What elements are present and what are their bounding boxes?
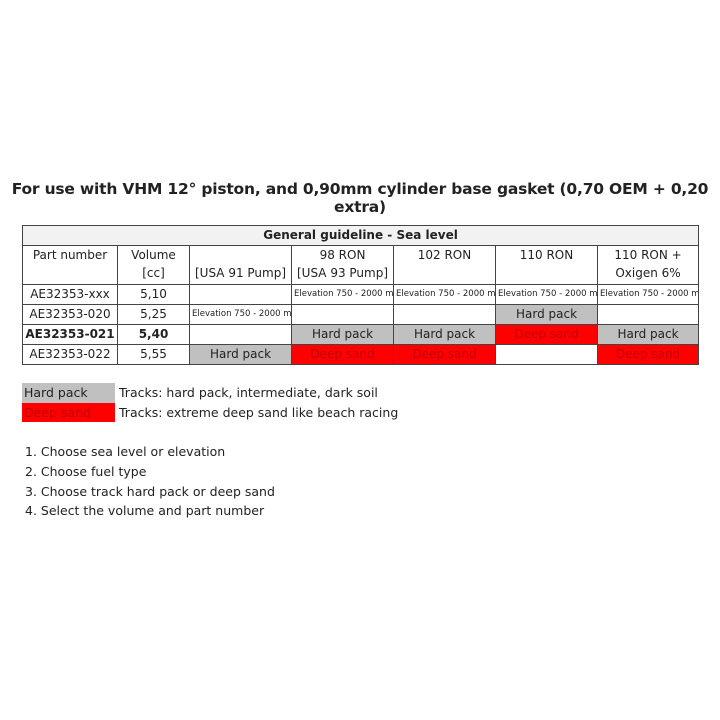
table-row: AE32353-022 5,55 Hard pack Deep sand Deep sa… bbox=[22, 344, 700, 365]
part-number-cell: AE32353-021 bbox=[22, 324, 118, 345]
legend-item: Hard pack Tracks: hard pack, intermediate… bbox=[22, 383, 398, 403]
instruction-step: 3. Choose track hard pack or deep sand bbox=[25, 483, 275, 499]
part-number-cell: AE32353-022 bbox=[22, 344, 118, 365]
volume-cell: 5,25 bbox=[117, 304, 190, 325]
part-number-cell: AE32353-xxx bbox=[22, 284, 118, 305]
table-row: AE32353-020 5,25 Elevation 750 - 2000 m Har… bbox=[22, 304, 700, 325]
table-cell bbox=[189, 284, 292, 305]
table-cell bbox=[393, 304, 496, 325]
table-cell: Elevation 750 - 2000 m bbox=[291, 284, 394, 305]
volume-cell: 5,40 bbox=[117, 324, 190, 345]
table-cell: Hard pack bbox=[495, 304, 598, 325]
volume-cell: 5,10 bbox=[117, 284, 190, 305]
table-cell bbox=[495, 344, 598, 365]
column-header: 98 RON [USA 93 Pump] bbox=[291, 245, 394, 285]
instruction-step: 1. Choose sea level or elevation bbox=[25, 444, 226, 459]
table-row: AE32353-xxx 5,10 Elevation 750 - 2000 m Ele… bbox=[22, 284, 700, 305]
table-cell: Elevation 750 - 2000 m bbox=[495, 284, 598, 305]
table-cell: Deep sand bbox=[596, 344, 700, 365]
table-cell bbox=[189, 324, 292, 345]
guideline-table: General guideline - Sea level Part numbe… bbox=[21, 225, 700, 365]
legend: Hard pack Tracks: hard pack, intermediate… bbox=[22, 383, 398, 422]
instruction-step: 2. Choose fuel type bbox=[25, 463, 147, 479]
column-header: Part number bbox=[22, 245, 118, 285]
legend-swatch: Deep sand bbox=[22, 402, 115, 422]
column-header: Volume [cc] bbox=[117, 245, 190, 285]
table-cell: Deep sand bbox=[495, 324, 598, 345]
table-cell: Hard pack bbox=[596, 324, 700, 345]
table-cell: Deep sand bbox=[291, 344, 394, 365]
table-header-row: Part number Volume [cc] [USA 91 Pump] 98 … bbox=[22, 245, 700, 285]
column-header: 110 RON + Oxigen 6% bbox=[596, 245, 700, 285]
table-cell: Elevation 750 - 2000 m bbox=[189, 304, 292, 325]
table-cell: Elevation 750 - 2000 m bbox=[393, 284, 496, 305]
instructions-list: 1. Choose sea level or elevation 2. Choos… bbox=[25, 442, 275, 521]
column-header: [USA 91 Pump] bbox=[189, 245, 292, 285]
legend-item: Deep sand Tracks: extreme deep sand like … bbox=[22, 402, 399, 422]
page-title: For use with VHM 12° piston, and 0,90mm … bbox=[11, 180, 709, 216]
instruction-step: 4. Select the volume and part number bbox=[25, 503, 265, 519]
table-cell: Elevation 750 - 2000 m bbox=[596, 284, 700, 305]
table-cell bbox=[596, 304, 700, 325]
volume-cell: 5,55 bbox=[117, 344, 190, 365]
part-number-cell: AE32353-020 bbox=[22, 304, 118, 325]
table-caption: General guideline - Sea level bbox=[21, 225, 700, 246]
legend-description: Tracks: extreme deep sand like beach rac… bbox=[119, 404, 399, 420]
table-cell: Hard pack bbox=[291, 324, 394, 345]
legend-swatch: Hard pack bbox=[22, 383, 115, 403]
column-header: 102 RON bbox=[393, 245, 496, 285]
table-cell: Deep sand bbox=[393, 344, 496, 365]
table-row: AE32353-021 5,40 Hard pack Hard pack Deep sa… bbox=[22, 324, 700, 345]
table-cell: Hard pack bbox=[189, 344, 292, 365]
table-cell: Hard pack bbox=[393, 324, 496, 345]
table-cell bbox=[291, 304, 394, 325]
column-header: 110 RON bbox=[495, 245, 598, 285]
legend-description: Tracks: hard pack, intermediate, dark so… bbox=[119, 385, 378, 401]
